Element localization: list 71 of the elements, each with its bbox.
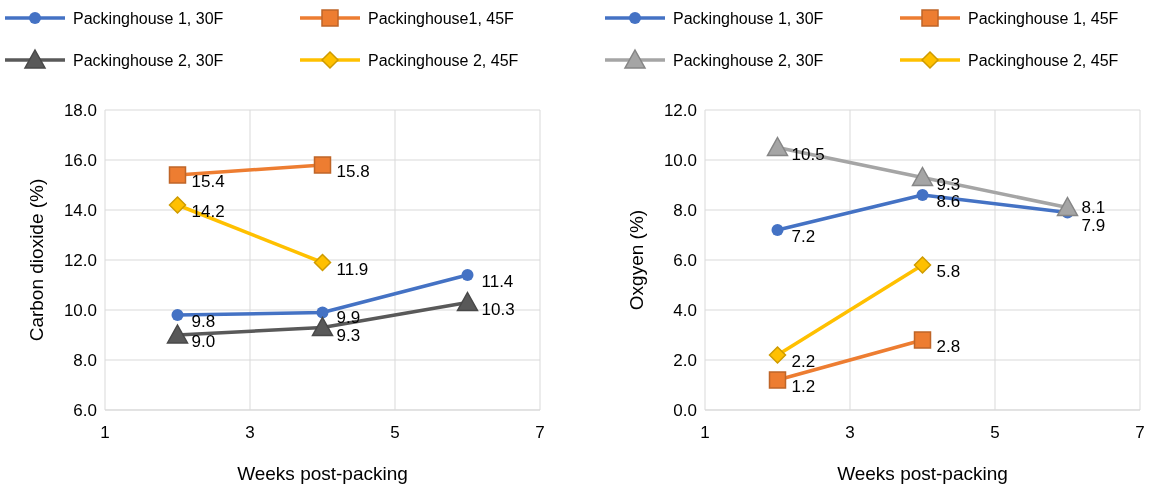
y-tick-label: 2.0 [673, 350, 697, 370]
x-axis-title: Weeks post-packing [837, 463, 1008, 484]
point [313, 156, 332, 174]
y-tick-label: 8.0 [73, 350, 97, 370]
x-tick-label: 5 [390, 423, 400, 442]
point [166, 324, 189, 344]
legend-label: Packinghouse 2, 45F [368, 51, 519, 69]
y-tick-label: 4.0 [673, 300, 697, 320]
legend-label: Packinghouse 2, 45F [968, 51, 1119, 69]
data-label: 5.8 [936, 262, 961, 281]
data-label: 10.5 [791, 144, 825, 164]
x-tick-label: 7 [1135, 423, 1145, 442]
point [461, 269, 474, 281]
data-label: 8.1 [1081, 198, 1106, 217]
data-label: 15.8 [336, 162, 370, 181]
data-label: 2.8 [936, 337, 961, 356]
point [316, 306, 329, 319]
x-tick-label: 1 [100, 423, 110, 442]
legend-label: Packinghouse 1, 30F [673, 9, 824, 27]
data-label: 14.2 [191, 202, 225, 221]
data-label: 9.3 [336, 326, 361, 345]
y-axis-title: Carbon dioxide (%) [26, 178, 47, 342]
y-tick-label: 10.0 [63, 300, 97, 320]
point [168, 196, 187, 214]
point [311, 316, 334, 337]
point [766, 136, 789, 157]
data-label: 11.9 [336, 259, 369, 279]
data-label: 11.4 [481, 272, 514, 291]
data-label: 2.2 [791, 352, 816, 371]
y-tick-label: 10.0 [663, 150, 697, 170]
x-axis-title: Weeks post-packing [237, 463, 408, 484]
y-tick-label: 12.0 [663, 100, 697, 120]
point [168, 166, 187, 184]
y-tick-label: 16.0 [63, 150, 97, 170]
legend-label: Packinghouse 1, 45F [968, 9, 1119, 27]
x-tick-label: 3 [845, 423, 855, 442]
y-tick-label: 14.0 [63, 200, 97, 220]
point [771, 224, 784, 236]
x-tick-label: 5 [990, 423, 1000, 442]
point [913, 331, 932, 349]
legend-label: Packinghouse 1, 30F [73, 9, 224, 27]
legend-label: Packinghouse1, 45F [368, 9, 515, 27]
data-label: 15.4 [191, 172, 225, 191]
point [913, 256, 932, 274]
point [768, 371, 787, 389]
data-label: 1.2 [791, 377, 816, 396]
point [768, 346, 787, 364]
y-tick-label: 12.0 [63, 250, 97, 270]
legend-label: Packinghouse 2, 30F [673, 51, 824, 69]
x-tick-label: 1 [700, 423, 710, 442]
x-tick-label: 3 [245, 423, 255, 442]
y-axis-title: Oxgyen (%) [626, 209, 647, 311]
point [911, 166, 934, 187]
data-label: 9.8 [191, 312, 216, 331]
data-label: 9.0 [191, 332, 216, 351]
data-label: 7.9 [1081, 216, 1106, 235]
point [916, 189, 929, 201]
y-tick-label: 6.0 [73, 400, 97, 420]
y-tick-label: 0.0 [673, 400, 697, 420]
y-tick-label: 8.0 [673, 200, 697, 220]
legend-label: Packinghouse 2, 30F [73, 51, 224, 69]
point [313, 253, 332, 272]
point [1056, 196, 1079, 217]
point [456, 291, 479, 312]
y-tick-label: 6.0 [673, 250, 697, 270]
x-tick-label: 7 [535, 423, 545, 442]
point [171, 309, 184, 321]
y-tick-label: 18.0 [63, 100, 97, 120]
data-label: 7.2 [791, 227, 816, 246]
data-label: 9.3 [936, 174, 961, 194]
data-label: 10.3 [481, 299, 515, 319]
